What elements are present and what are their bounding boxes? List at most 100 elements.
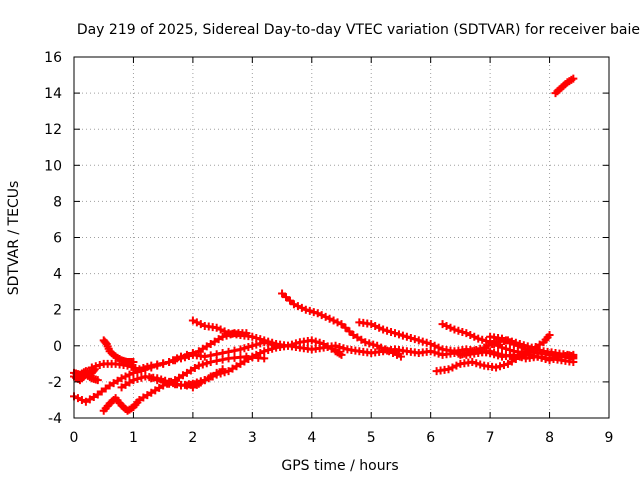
data-point (256, 335, 265, 344)
data-point (133, 367, 142, 376)
data-point (218, 355, 227, 364)
data-point (391, 329, 399, 338)
data-point (365, 339, 374, 348)
data-point (141, 365, 150, 374)
data-point (230, 346, 239, 355)
data-point (410, 335, 419, 344)
series-arc-11 (278, 289, 405, 361)
data-point (379, 325, 388, 334)
y-axis-label: SDTVAR / TECUs (6, 181, 22, 296)
data-point (212, 370, 221, 379)
data-point (498, 343, 506, 352)
data-point (311, 337, 320, 346)
data-point (248, 332, 257, 341)
data-point (95, 361, 104, 370)
data-point (91, 362, 100, 371)
data-point (525, 346, 534, 355)
x-tick-label: 7 (486, 430, 495, 446)
data-point (521, 345, 530, 354)
data-point (87, 363, 96, 372)
x-tick-label: 2 (188, 430, 197, 446)
data-point (369, 340, 378, 349)
data-point (387, 327, 396, 336)
data-point (198, 360, 207, 369)
data-point (456, 350, 465, 359)
data-point (458, 327, 467, 336)
data-series (70, 74, 578, 415)
data-point (569, 74, 578, 83)
data-point (264, 337, 273, 346)
data-point (171, 356, 180, 365)
data-point (474, 334, 483, 343)
data-point (569, 350, 578, 359)
data-point (426, 347, 435, 356)
x-tick-label: 1 (129, 430, 138, 446)
data-point (159, 359, 168, 368)
series-line (72, 340, 278, 404)
x-tick-label: 4 (307, 430, 316, 446)
data-point (501, 344, 510, 353)
series-arc-4 (99, 336, 138, 367)
data-point (236, 345, 245, 354)
data-point (490, 350, 499, 359)
y-tick-label: 12 (44, 122, 62, 138)
data-point (212, 356, 221, 365)
data-point (414, 336, 423, 345)
data-point (398, 331, 407, 340)
data-point (468, 347, 477, 356)
chart-title: Day 219 of 2025, Sidereal Day-to-day VTE… (77, 22, 640, 38)
data-point (396, 352, 405, 361)
series-arc-5 (70, 338, 281, 406)
data-point (153, 376, 162, 385)
data-point (492, 363, 501, 372)
data-point (260, 336, 269, 345)
data-point (496, 362, 505, 371)
data-point (335, 343, 344, 352)
data-point (93, 376, 102, 385)
data-point (220, 368, 229, 377)
data-point (383, 326, 392, 335)
data-point (499, 361, 508, 370)
y-tick-label: 0 (53, 339, 62, 355)
data-point (301, 305, 310, 314)
data-point (147, 374, 156, 383)
x-tick-label: 6 (426, 430, 435, 446)
data-point (478, 335, 487, 344)
data-point (240, 344, 249, 353)
data-point (361, 338, 370, 347)
data-point (244, 343, 253, 352)
data-point (129, 368, 138, 377)
data-point (194, 361, 203, 370)
data-point (200, 352, 209, 361)
series-arc-16 (486, 332, 578, 361)
x-tick-label: 3 (248, 430, 257, 446)
data-point (218, 332, 227, 341)
data-point (307, 336, 316, 345)
data-point (476, 344, 485, 353)
data-point (460, 349, 469, 358)
data-point (260, 354, 269, 363)
data-point (394, 330, 403, 339)
data-point (133, 374, 142, 383)
data-point (129, 376, 138, 385)
data-point (206, 358, 215, 367)
data-point (305, 306, 314, 315)
data-point (184, 352, 193, 361)
data-point (482, 336, 491, 345)
data-point (137, 373, 146, 382)
y-tick-label: -4 (48, 411, 62, 427)
data-point (529, 347, 538, 356)
data-point (505, 346, 514, 355)
data-point (129, 358, 138, 367)
data-point (450, 325, 459, 334)
x-tick-label: 5 (367, 430, 376, 446)
series-arc-17 (551, 74, 578, 98)
data-point (472, 359, 481, 368)
y-tick-label: 14 (44, 86, 62, 102)
data-point (418, 337, 427, 346)
x-axis-label: GPS time / hours (281, 458, 398, 474)
x-tick-label: 8 (545, 430, 554, 446)
data-point (494, 351, 503, 360)
